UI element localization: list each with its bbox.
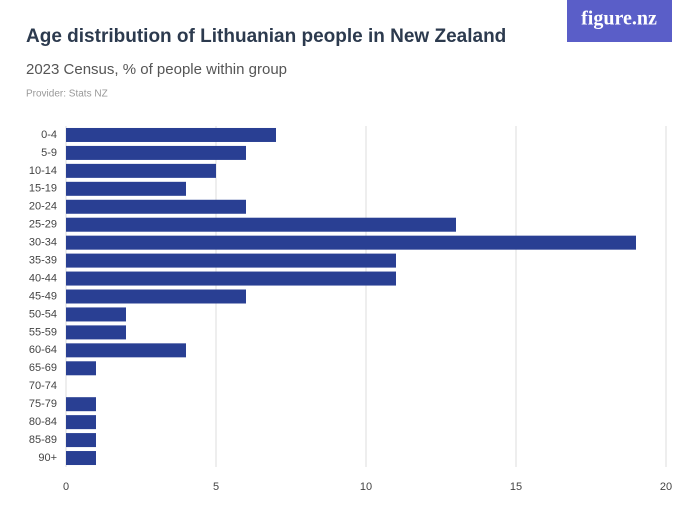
bar bbox=[66, 217, 456, 232]
y-tick-label: 0-4 bbox=[41, 129, 57, 141]
y-tick-label: 70-74 bbox=[29, 380, 57, 392]
bar bbox=[66, 199, 246, 214]
y-tick-label: 50-54 bbox=[29, 308, 57, 320]
bar bbox=[66, 415, 96, 430]
x-tick-label: 5 bbox=[213, 481, 219, 493]
y-tick-label: 85-89 bbox=[29, 434, 57, 446]
bar bbox=[66, 307, 126, 322]
bar bbox=[66, 163, 216, 178]
bar bbox=[66, 343, 186, 358]
y-tick-label: 40-44 bbox=[29, 272, 57, 284]
logo-box bbox=[567, 0, 672, 42]
bar bbox=[66, 253, 396, 268]
bar bbox=[66, 181, 186, 196]
y-tick-label: 55-59 bbox=[29, 326, 57, 338]
y-tick-label: 80-84 bbox=[29, 416, 57, 428]
grid: 0 5 10 15 20 bbox=[63, 126, 672, 493]
y-tick-label: 35-39 bbox=[29, 255, 57, 267]
y-tick-label: 90+ bbox=[38, 452, 57, 464]
y-tick-label: 30-34 bbox=[29, 237, 57, 249]
y-tick-label: 75-79 bbox=[29, 398, 57, 410]
y-tick-label: 25-29 bbox=[29, 219, 57, 231]
plot: 0-4 5-9 10-14 15-19 20-24 25-29 30-34 35-39 40-4… bbox=[29, 127, 636, 466]
x-tick-label: 20 bbox=[660, 481, 672, 493]
bar bbox=[66, 145, 246, 160]
y-tick-label: 45-49 bbox=[29, 290, 57, 302]
bar bbox=[66, 127, 276, 142]
logo: figure.nz bbox=[581, 8, 657, 30]
bar bbox=[66, 361, 96, 376]
bar bbox=[66, 271, 396, 286]
y-tick-label: 10-14 bbox=[29, 165, 57, 177]
y-tick-label: 60-64 bbox=[29, 344, 57, 356]
y-tick-label: 5-9 bbox=[41, 147, 57, 159]
bar bbox=[66, 433, 96, 448]
x-tick-label: 10 bbox=[360, 481, 372, 493]
y-tick-label: 15-19 bbox=[29, 183, 57, 195]
bar bbox=[66, 397, 96, 412]
y-tick-label: 65-69 bbox=[29, 362, 57, 374]
chart-subtitle: 2023 Census, % of people within group bbox=[26, 61, 287, 78]
x-tick-label: 15 bbox=[510, 481, 522, 493]
bar bbox=[66, 235, 636, 250]
provider: Provider: Stats NZ bbox=[26, 89, 108, 100]
x-tick-label: 0 bbox=[63, 481, 69, 493]
y-tick-label: 20-24 bbox=[29, 201, 57, 213]
chart-title: Age distribution of Lithuanian people in… bbox=[26, 26, 506, 47]
bar bbox=[66, 451, 96, 466]
bar bbox=[66, 325, 126, 340]
bar bbox=[66, 289, 246, 304]
